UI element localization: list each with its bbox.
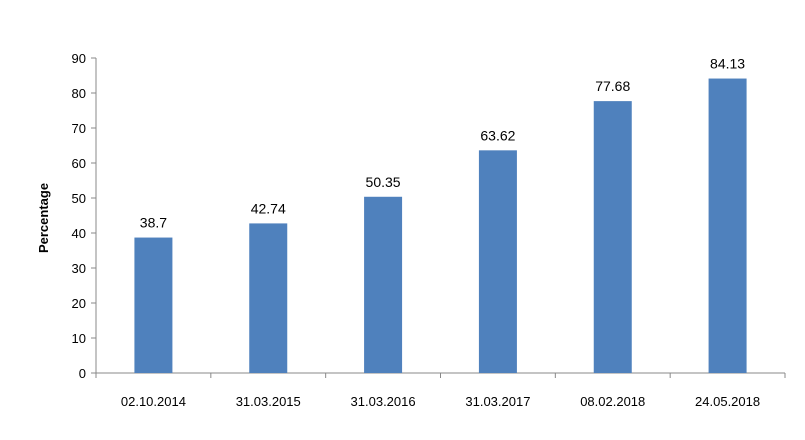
y-tick-label: 0: [79, 366, 86, 381]
y-tick-label: 10: [72, 331, 86, 346]
x-tick-label: 31.03.2017: [465, 394, 530, 409]
x-tick-label: 02.10.2014: [121, 394, 186, 409]
data-label: 50.35: [366, 174, 401, 190]
x-tick-label: 08.02.2018: [580, 394, 645, 409]
data-label: 38.7: [140, 215, 167, 231]
bar: [708, 78, 747, 374]
x-tick-label: 31.03.2016: [351, 394, 416, 409]
bar: [134, 237, 173, 373]
data-label: 84.13: [710, 56, 745, 72]
data-label: 42.74: [251, 200, 286, 216]
x-tick-label: 31.03.2015: [236, 394, 301, 409]
y-tick-label: 90: [72, 51, 86, 66]
data-labels: 38.7 42.74 50.35 63.62 77.68 84.13: [140, 56, 746, 231]
y-axis-label: Percentage: [36, 183, 51, 253]
y-tick-label: 30: [72, 261, 86, 276]
x-tick-label: 24.05.2018: [695, 394, 760, 409]
axes: 0 10 20 30 40 50 60 70 80 90 02.10.2014 31.03.2015 3…: [72, 51, 786, 409]
data-label: 77.68: [595, 78, 630, 94]
y-tick-label: 70: [72, 121, 86, 136]
y-tick-label: 20: [72, 296, 86, 311]
bar: [478, 150, 517, 373]
bars: [134, 78, 747, 374]
bar: [249, 223, 288, 373]
y-tick-label: 50: [72, 191, 86, 206]
y-tick-label: 60: [72, 156, 86, 171]
y-tick-label: 80: [72, 86, 86, 101]
bar: [593, 101, 632, 374]
data-label: 63.62: [480, 127, 515, 143]
y-tick-label: 40: [72, 226, 86, 241]
bar: [364, 196, 403, 373]
